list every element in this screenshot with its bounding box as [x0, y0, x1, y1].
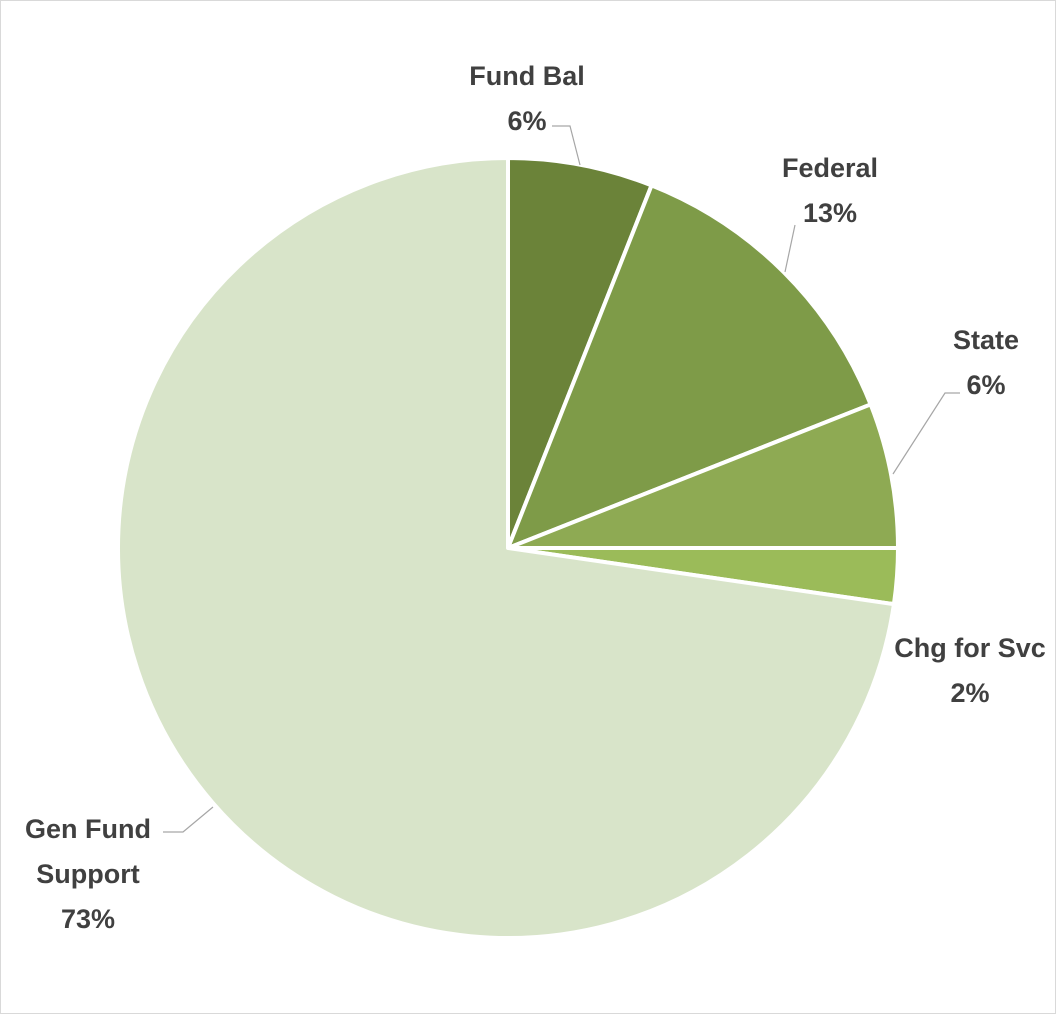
data-label-category: Gen Fund	[25, 814, 151, 844]
data-label-category: Fund Bal	[469, 61, 585, 91]
data-label-percent: 6%	[507, 106, 546, 136]
data-label-chg-for-svc: Chg for Svc 2%	[894, 633, 1046, 708]
data-label-gen-fund-support: Gen Fund Support 73%	[25, 814, 151, 934]
pie-slice-state	[506, 402, 900, 550]
data-label-percent: 6%	[966, 370, 1005, 400]
pie-slice-federal	[506, 183, 873, 550]
data-label-category: Support	[36, 859, 139, 889]
leader-line-federal	[784, 224, 796, 273]
data-label-state: State 6%	[953, 325, 1019, 400]
leader-line-state	[892, 392, 960, 475]
data-label-fund-bal: Fund Bal 6%	[469, 61, 585, 136]
leader-line-fund-bal	[552, 125, 581, 166]
data-label-percent: 73%	[61, 904, 115, 934]
pie-slice-fund-bal	[506, 156, 654, 550]
data-label-federal: Federal 13%	[782, 153, 878, 228]
leader-line-gen-fund-support	[163, 806, 214, 833]
data-label-percent: 13%	[803, 198, 857, 228]
data-label-category: State	[953, 325, 1019, 355]
pie-slices	[116, 156, 900, 940]
data-label-category: Federal	[782, 153, 878, 183]
data-labels: Fund Bal 6% Federal 13% State 6% Chg for Svc 2%…	[25, 61, 1046, 934]
data-label-percent: 2%	[950, 678, 989, 708]
leader-lines	[163, 125, 960, 833]
pie-slice-gen-fund-support	[116, 156, 896, 940]
data-label-category: Chg for Svc	[894, 633, 1046, 663]
